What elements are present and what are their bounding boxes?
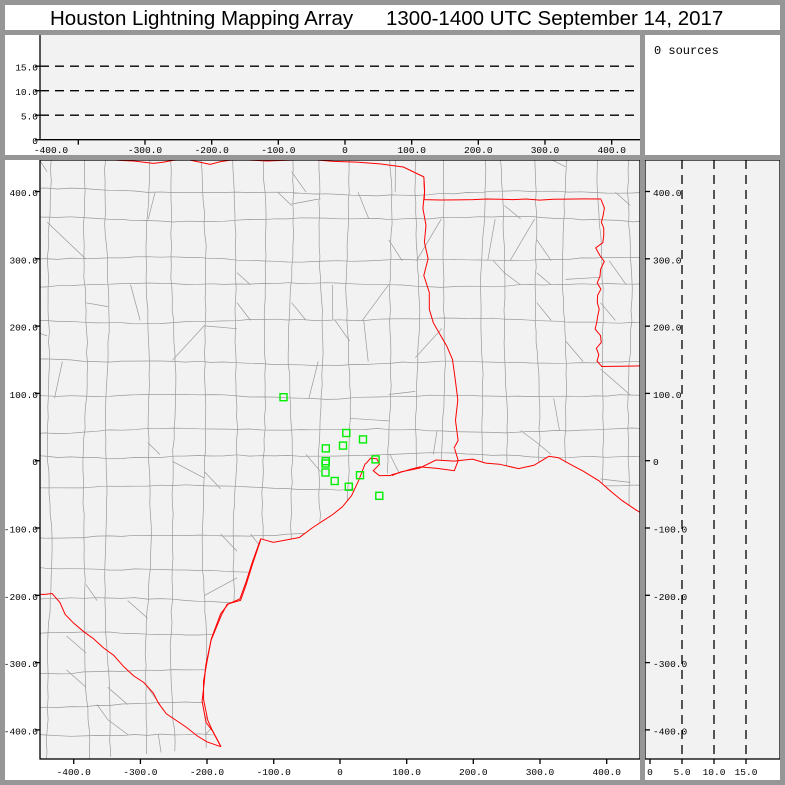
svg-text:-200.0: -200.0	[5, 592, 38, 603]
svg-text:1300-1400 UTC September 14, 2: 1300-1400 UTC September 14, 2017	[386, 7, 723, 30]
svg-text:200.0: 200.0	[464, 145, 493, 155]
svg-text:-400.0: -400.0	[653, 726, 688, 737]
svg-text:400.0: 400.0	[592, 767, 621, 778]
svg-text:10.0: 10.0	[703, 767, 726, 778]
svg-text:-200.0: -200.0	[190, 767, 225, 778]
svg-text:-100.0: -100.0	[5, 525, 38, 536]
svg-text:-100.0: -100.0	[653, 525, 688, 536]
svg-text:-400.0: -400.0	[57, 767, 92, 778]
svg-text:-300.0: -300.0	[5, 659, 38, 670]
svg-text:300.0: 300.0	[531, 145, 560, 155]
svg-text:0: 0	[653, 457, 659, 468]
svg-text:0: 0	[647, 767, 653, 778]
svg-text:-100.0: -100.0	[261, 145, 296, 155]
svg-text:100.0: 100.0	[653, 390, 682, 401]
svg-text:15.0: 15.0	[735, 767, 758, 778]
svg-text:300.0: 300.0	[526, 767, 555, 778]
svg-text:300.0: 300.0	[653, 255, 682, 266]
svg-text:200.0: 200.0	[653, 323, 682, 334]
svg-text:300.0: 300.0	[9, 255, 38, 266]
svg-text:200.0: 200.0	[459, 767, 488, 778]
svg-text:-300.0: -300.0	[128, 145, 163, 155]
svg-text:-200.0: -200.0	[653, 592, 688, 603]
svg-text:100.0: 100.0	[9, 390, 38, 401]
svg-text:-200.0: -200.0	[195, 145, 230, 155]
svg-text:-400.0: -400.0	[5, 726, 38, 737]
svg-text:100.0: 100.0	[397, 145, 426, 155]
svg-text:-300.0: -300.0	[653, 659, 688, 670]
svg-text:200.0: 200.0	[9, 323, 38, 334]
svg-text:0: 0	[32, 136, 38, 147]
svg-text:100.0: 100.0	[392, 767, 421, 778]
svg-text:0 sources: 0 sources	[654, 44, 719, 58]
svg-text:0: 0	[342, 145, 348, 155]
svg-text:5.0: 5.0	[21, 112, 38, 123]
svg-text:0: 0	[337, 767, 343, 778]
svg-text:400.0: 400.0	[653, 188, 682, 199]
svg-text:10.0: 10.0	[15, 87, 38, 98]
svg-text:15.0: 15.0	[15, 63, 38, 74]
svg-text:400.0: 400.0	[9, 188, 38, 199]
svg-text:-300.0: -300.0	[123, 767, 158, 778]
svg-text:-100.0: -100.0	[257, 767, 292, 778]
svg-text:400.0: 400.0	[597, 145, 626, 155]
svg-text:5.0: 5.0	[673, 767, 690, 778]
svg-text:Houston Lightning Mapping Arra: Houston Lightning Mapping Array	[50, 7, 354, 30]
svg-text:0: 0	[32, 457, 38, 468]
svg-text:-400.0: -400.0	[34, 145, 69, 155]
